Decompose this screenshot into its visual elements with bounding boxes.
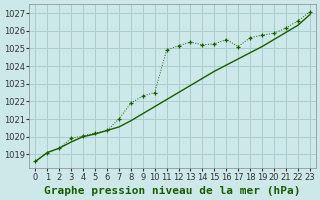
X-axis label: Graphe pression niveau de la mer (hPa): Graphe pression niveau de la mer (hPa)	[44, 186, 301, 196]
